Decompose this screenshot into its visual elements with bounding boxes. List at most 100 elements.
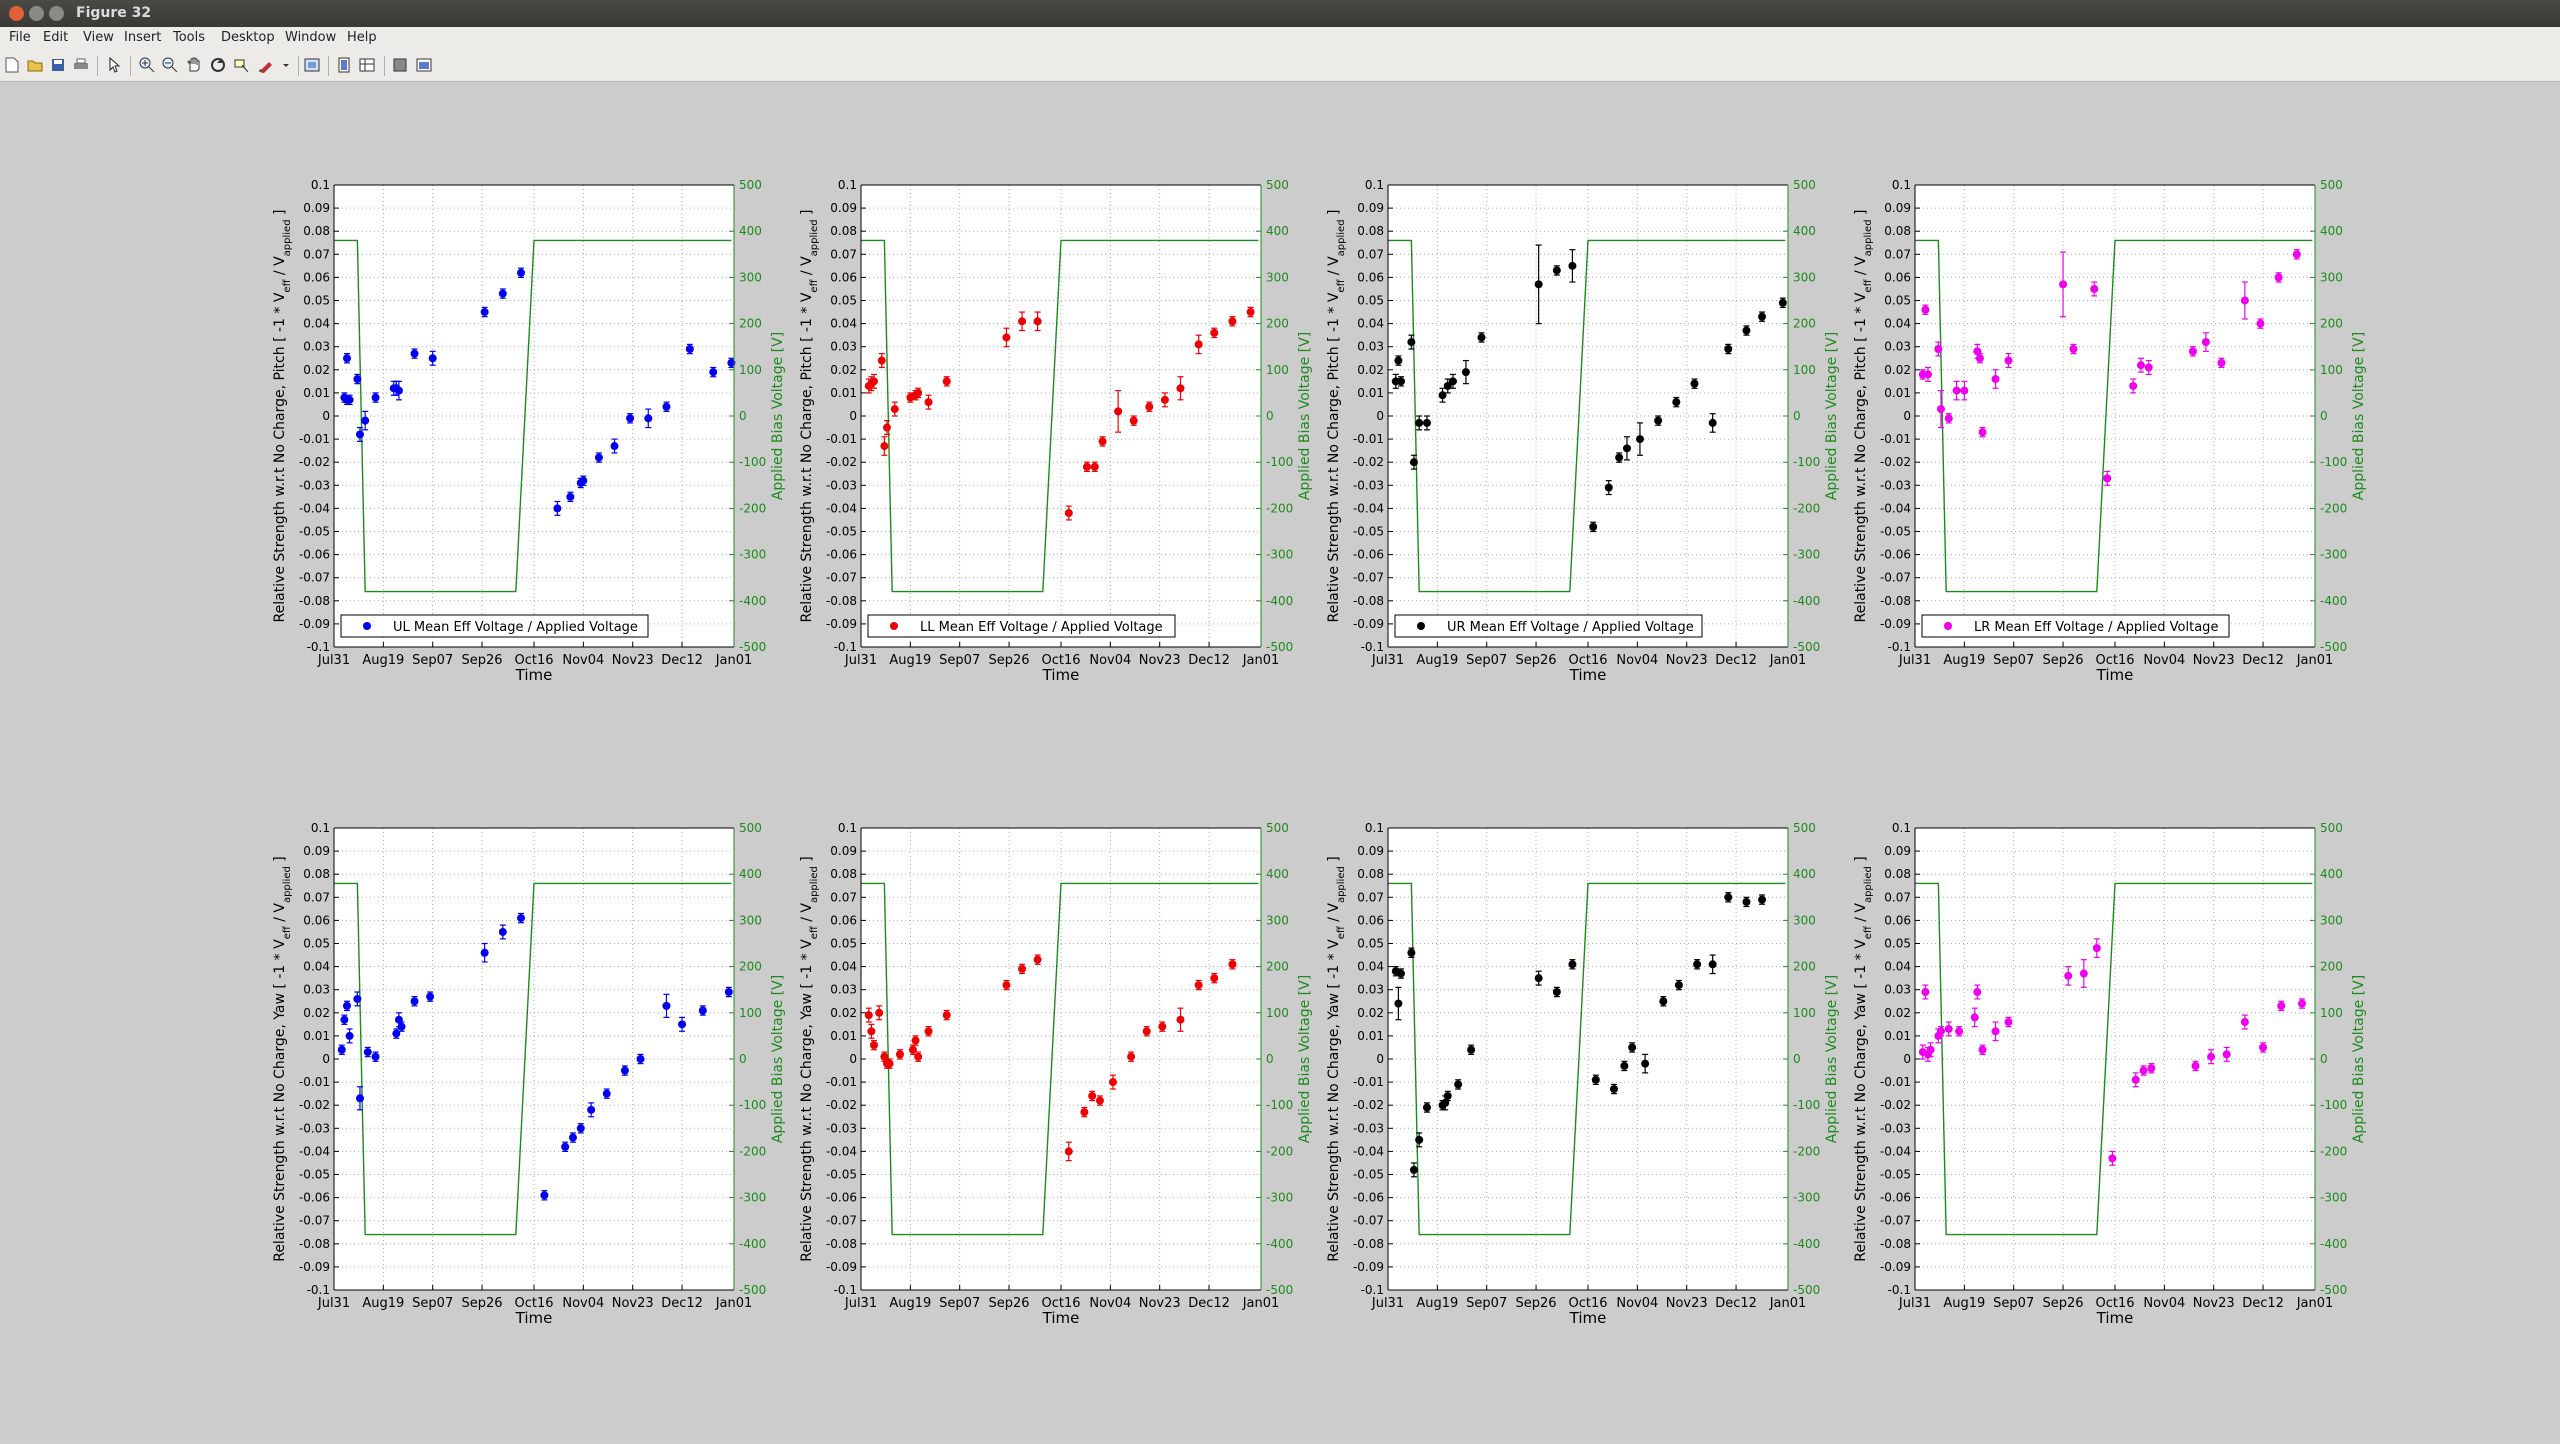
menu-window[interactable]: Window [285, 30, 337, 45]
y2tick-label: -300 [739, 1191, 766, 1205]
xtick-label: Jul31 [317, 653, 350, 668]
data-point [587, 1102, 596, 1118]
data-marker [867, 1027, 876, 1036]
xtick-label: Oct16 [2095, 653, 2134, 668]
ytick-label: -0.05 [1880, 525, 1911, 539]
data-marker [517, 268, 526, 277]
print-icon[interactable] [71, 55, 91, 75]
y-label-subscript: applied [809, 219, 820, 256]
ytick-label: 0.01 [303, 1029, 330, 1043]
ytick-label: -0.04 [1880, 501, 1911, 515]
data-point [895, 1049, 904, 1060]
data-point [1742, 896, 1751, 908]
zoom-in-icon[interactable] [137, 55, 157, 75]
zoom-out-icon[interactable] [160, 55, 180, 75]
ytick-label: -0.01 [1353, 432, 1384, 446]
hide-plot-tools-icon[interactable] [357, 55, 377, 75]
data-marker [1690, 379, 1699, 388]
data-marker [2298, 999, 2307, 1008]
y2tick-label: -100 [739, 1098, 766, 1112]
pointer-icon[interactable] [104, 55, 124, 75]
menu-bar: File Edit View Insert Tools Desktop Wind… [0, 27, 2560, 50]
y2tick-label: -400 [2320, 594, 2347, 608]
menu-desktop[interactable]: Desktop [221, 30, 275, 45]
data-marker [1407, 338, 1416, 347]
xtick-label: Nov04 [2143, 653, 2185, 668]
ytick-label: 0.04 [303, 960, 330, 974]
new-figure-icon[interactable] [2, 55, 22, 75]
open-file-icon[interactable] [25, 55, 45, 75]
menu-view[interactable]: View [83, 30, 114, 45]
toolbar-separator [97, 56, 98, 76]
ytick-label: 0.09 [830, 201, 857, 215]
ytick-label: 0.02 [1357, 1006, 1384, 1020]
y-label-text: Relative Strength w.r.t No Charge, Pitch… [799, 292, 815, 622]
ytick-label: -0.08 [299, 594, 330, 608]
show-plot-tools-icon[interactable] [390, 55, 410, 75]
data-point [678, 1016, 687, 1032]
y-label-subscript: applied [1863, 866, 1874, 903]
data-point [1654, 415, 1663, 426]
y-label-subscript: applied [282, 866, 293, 903]
data-marker [1758, 895, 1767, 904]
data-point [880, 436, 889, 456]
y2tick-label: 400 [1793, 224, 1816, 238]
y2tick-label: -100 [2320, 1098, 2347, 1112]
data-point [1394, 986, 1403, 1021]
ytick-label: 0.02 [303, 1006, 330, 1020]
pan-icon[interactable] [184, 55, 204, 75]
data-point [2079, 959, 2088, 988]
xtick-label: Jan01 [1242, 653, 1280, 668]
minimize-window-button[interactable] [29, 6, 44, 21]
data-marker [345, 1031, 354, 1040]
figure-plots: -0.1 -0.09 -0.08 -0.07 -0.06 -0.05 -0.04 -0.03 -… [272, 178, 2367, 1327]
brush-icon[interactable] [256, 55, 276, 75]
menu-edit[interactable]: Edit [43, 30, 69, 45]
menu-tools[interactable]: Tools [173, 30, 206, 45]
link-icon[interactable] [276, 55, 296, 75]
data-point [1467, 1044, 1476, 1055]
close-window-button[interactable] [9, 6, 24, 21]
menu-help[interactable]: Help [347, 30, 377, 45]
legend-marker [890, 622, 898, 630]
data-point [1604, 480, 1613, 496]
y2tick-label: -400 [1793, 594, 1820, 608]
data-point [1409, 1162, 1418, 1178]
xtick-label: Sep26 [462, 653, 503, 668]
y2tick-label: 400 [1793, 867, 1816, 881]
xtick-label: Jan01 [1769, 1296, 1807, 1311]
rotate-icon[interactable] [208, 55, 228, 75]
data-marker [1672, 398, 1681, 407]
menu-insert[interactable]: Insert [124, 30, 162, 45]
data-point [371, 392, 380, 403]
toolbar-separator [328, 56, 329, 76]
data-marker [1142, 1027, 1151, 1036]
xtick-label: Sep26 [2043, 653, 2084, 668]
data-point [355, 426, 364, 443]
y2tick-label: -300 [2320, 1191, 2347, 1205]
data-marker [1955, 1027, 1964, 1036]
y-label-text: / V [799, 256, 815, 280]
ytick-label: 0.02 [830, 363, 857, 377]
data-point [698, 1005, 707, 1016]
data-cursor-icon[interactable] [232, 55, 252, 75]
dock-figure-icon[interactable] [414, 55, 434, 75]
y-label-text: / V [272, 903, 288, 927]
xtick-label: Oct16 [1568, 653, 1607, 668]
data-point [1396, 376, 1405, 387]
ytick-label: 0.1 [1892, 821, 1911, 835]
data-marker [914, 1052, 923, 1061]
ytick-label: -0.05 [826, 1168, 857, 1182]
menu-file[interactable]: File [9, 30, 31, 45]
colorbar-icon[interactable] [302, 55, 322, 75]
y-axis-label: Relative Strength w.r.t No Charge, Yaw [… [1326, 856, 1347, 1262]
save-icon[interactable] [48, 55, 68, 75]
data-point [2191, 1060, 2200, 1072]
legend-icon[interactable] [334, 55, 354, 75]
data-point [1923, 366, 1932, 382]
data-marker [914, 388, 923, 397]
data-marker [1160, 395, 1169, 404]
maximize-window-button[interactable] [49, 6, 64, 21]
data-point [1622, 436, 1631, 461]
xtick-label: Jul31 [844, 653, 877, 668]
